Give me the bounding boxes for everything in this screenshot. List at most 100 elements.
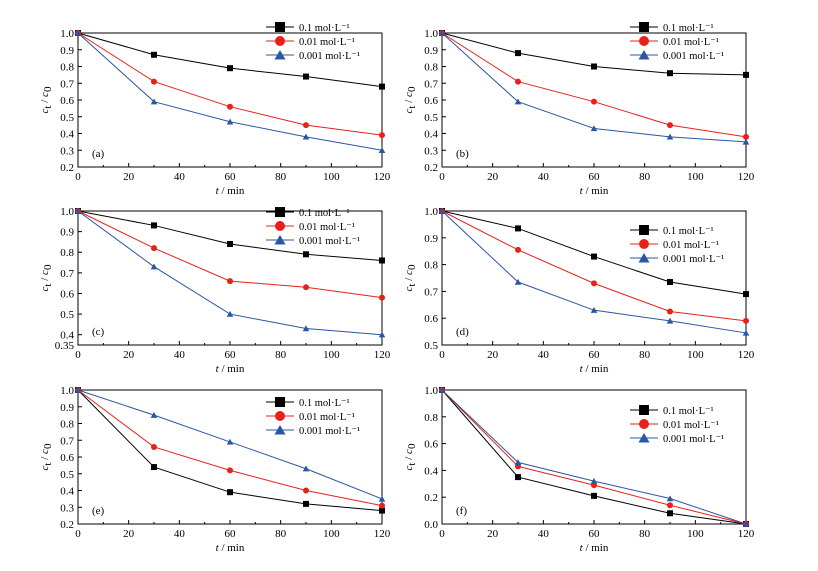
data-point — [515, 50, 521, 57]
data-point — [742, 329, 750, 336]
x-tick-label: 0 — [439, 349, 445, 361]
data-point — [227, 278, 233, 285]
x-tick-label: 20 — [123, 349, 135, 361]
x-tick-label: 120 — [738, 349, 755, 361]
x-tick-label: 80 — [639, 528, 651, 540]
y-tick-label: 0.7 — [60, 78, 74, 90]
data-point — [150, 411, 158, 418]
x-tick-label: 100 — [323, 528, 340, 540]
chart-panel-4: 0 20 40 60 80 100 120 0.5 0.6 0.7 0.8 0.9 1.0 t / min… — [403, 206, 755, 375]
panel-label: (f) — [456, 505, 467, 517]
y-tick-label: 0.8 — [60, 62, 74, 74]
data-point — [743, 291, 749, 298]
chart-panel-6: 0 20 40 60 80 100 120 0.0 0.2 0.4 0.6 0.8 1.0 t / min… — [403, 385, 755, 554]
legend-entry: 0.01 mol·L⁻¹ — [663, 37, 719, 48]
x-tick-label: 40 — [174, 171, 186, 183]
data-point — [666, 133, 674, 140]
data-point — [227, 103, 233, 110]
legend-entry: 0.01 mol·L⁻¹ — [299, 222, 355, 233]
y-tick-label: 0.4 — [424, 465, 438, 477]
data-point — [378, 147, 386, 153]
data-point — [303, 122, 309, 129]
x-tick-label: 20 — [487, 171, 499, 183]
x-tick-label: 60 — [589, 349, 601, 361]
legend-marker — [639, 419, 649, 429]
y-tick-label: 0.5 — [424, 340, 438, 352]
data-point — [438, 29, 446, 36]
x-tick-label: 40 — [174, 349, 186, 361]
y-tick-label: 0.9 — [60, 227, 74, 239]
x-tick-label: 120 — [374, 349, 391, 361]
data-point — [151, 245, 157, 252]
y-tick-label: 0.9 — [424, 233, 438, 245]
data-point — [227, 489, 233, 496]
x-tick-label: 60 — [225, 528, 237, 540]
data-point — [150, 263, 158, 270]
x-tick-label: 0 — [439, 528, 445, 540]
legend-marker — [639, 239, 649, 249]
x-tick-label: 60 — [589, 528, 601, 540]
x-tick-label: 100 — [323, 349, 340, 361]
x-tick-label: 20 — [487, 349, 499, 361]
y-tick-label: 0.3 — [60, 145, 74, 157]
data-point — [515, 474, 521, 481]
data-point — [226, 438, 234, 445]
y-tick-label: 0.4 — [60, 330, 74, 342]
data-point — [151, 78, 157, 85]
x-axis-label: t / min — [580, 542, 609, 554]
data-point — [379, 502, 385, 509]
legend-marker — [639, 225, 649, 235]
y-tick-label: 0.6 — [60, 452, 74, 464]
legend-entry: 0.001 mol·L⁻¹ — [663, 254, 724, 265]
x-tick-label: 60 — [225, 349, 237, 361]
y-tick-label: 0.8 — [60, 419, 74, 431]
x-tick-label: 60 — [225, 171, 237, 183]
series-line — [441, 32, 747, 138]
legend-marker — [638, 433, 650, 443]
data-point — [590, 477, 598, 484]
panel-label: (e) — [92, 505, 105, 517]
x-tick-label: 60 — [589, 171, 601, 183]
data-point — [667, 502, 673, 509]
y-tick-label: 0.2 — [60, 519, 74, 531]
data-point — [303, 500, 309, 507]
legend-marker — [275, 221, 285, 231]
y-tick-label: 0.8 — [60, 247, 74, 259]
chart-panel-1: 0 20 40 60 80 100 120 0.2 0.3 0.4 0.5 0.6 0.7 0.8 0.9 1… — [39, 22, 391, 197]
data-point — [591, 253, 597, 260]
data-point — [438, 207, 446, 214]
legend-entry: 0.1 mol·L⁻¹ — [663, 226, 714, 237]
chart-panel-2: 0 20 40 60 80 100 120 0.2 0.3 0.4 0.5 0.6 0.7 0.8 0.9 1… — [403, 22, 755, 197]
y-axis-label: ct / c0 — [403, 443, 418, 470]
y-tick-label: 0.8 — [424, 412, 438, 424]
x-tick-label: 120 — [738, 528, 755, 540]
data-point — [590, 125, 598, 132]
data-point — [591, 98, 597, 105]
y-tick-label: 0.9 — [60, 45, 74, 57]
legend-marker — [638, 50, 650, 60]
legend-entry: 0.001 mol·L⁻¹ — [299, 426, 360, 437]
legend-entry: 0.001 mol·L⁻¹ — [299, 51, 360, 62]
legend-entry: 0.001 mol·L⁻¹ — [663, 434, 724, 445]
y-axis-label: ct / c0 — [403, 86, 418, 113]
data-point — [227, 65, 233, 72]
chart-panel-5: 0 20 40 60 80 100 120 0.2 0.3 0.4 0.5 0.6 0.7 0.8 0.9 1… — [39, 385, 391, 554]
x-tick-label: 40 — [174, 528, 186, 540]
x-tick-label: 80 — [275, 528, 287, 540]
y-tick-label: 1.0 — [60, 385, 74, 397]
data-point — [74, 386, 82, 393]
series-triangle — [438, 386, 750, 527]
y-tick-label: 0.5 — [60, 469, 74, 481]
data-point — [379, 294, 385, 301]
y-tick-label: 0.9 — [60, 402, 74, 414]
y-tick-label: 0.4 — [424, 129, 438, 141]
data-point — [514, 98, 522, 105]
y-axis-label: ct / c0 — [403, 264, 418, 291]
series-triangle — [438, 207, 750, 336]
data-point — [515, 78, 521, 85]
series-triangle — [74, 29, 386, 153]
y-tick-label: 0.7 — [424, 78, 438, 90]
y-tick-label: 0.35 — [55, 340, 75, 352]
x-axis-label: t / min — [216, 542, 245, 554]
